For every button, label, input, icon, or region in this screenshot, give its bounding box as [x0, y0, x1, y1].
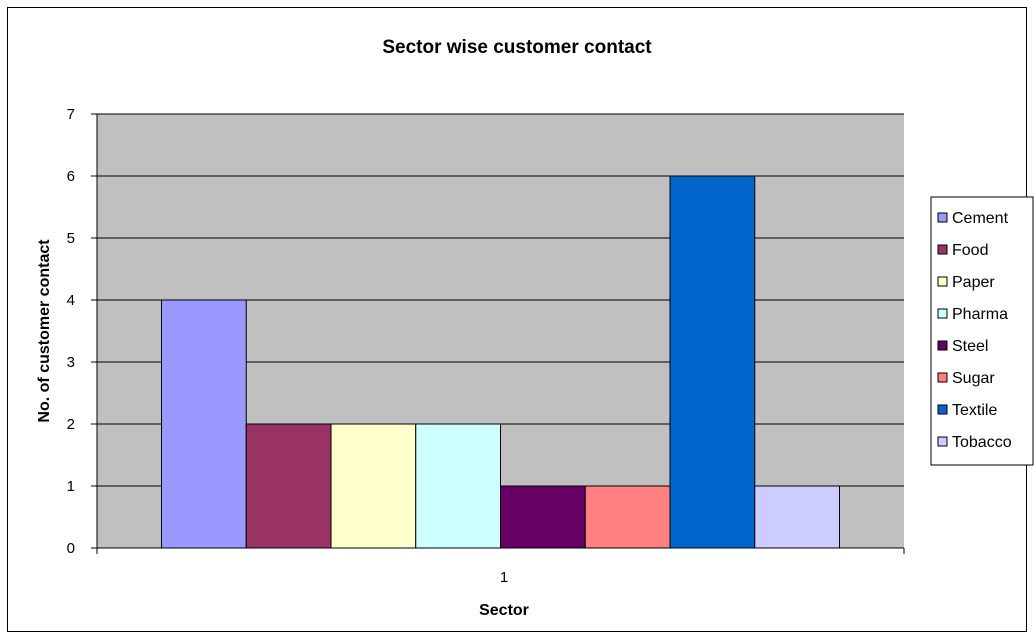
x-axis-label: Sector [479, 602, 529, 619]
x-tick-label: 1 [500, 569, 508, 586]
y-tick-label: 4 [67, 292, 75, 309]
y-tick-label: 0 [67, 540, 75, 557]
y-tick-label: 1 [67, 478, 75, 495]
legend-swatch-food [937, 244, 948, 255]
bar-cement [161, 299, 247, 549]
bar-pharma [415, 423, 501, 549]
bar-tobacco [754, 485, 840, 549]
legend-label-paper: Paper [952, 274, 995, 291]
legend-swatch-sugar [937, 372, 948, 383]
legend-label-steel: Steel [952, 338, 988, 355]
legend: Cement Food Paper Pharma Steel Sugar Textile To… [930, 196, 1034, 466]
y-tick-label: 6 [67, 168, 75, 185]
y-tick-label: 5 [67, 230, 75, 247]
bar-sugar [584, 485, 671, 549]
legend-swatch-tobacco [937, 436, 948, 447]
legend-swatch-pharma [937, 308, 948, 319]
legend-label-pharma: Pharma [952, 306, 1008, 323]
y-tick-label: 2 [67, 416, 75, 433]
legend-swatch-steel [937, 340, 948, 351]
legend-label-textile: Textile [952, 402, 997, 419]
bar-food [245, 423, 332, 549]
legend-swatch-textile [937, 404, 948, 415]
legend-swatch-cement [937, 212, 948, 223]
y-axis-label: No. of customer contact [36, 239, 53, 423]
y-axis-ticks: 0 1 2 3 4 5 6 7 [67, 106, 97, 557]
legend-label-sugar: Sugar [952, 370, 995, 387]
bar-steel [500, 485, 586, 549]
legend-label-tobacco: Tobacco [952, 434, 1012, 451]
legend-box [930, 196, 1034, 466]
bar-paper [330, 423, 417, 549]
chart-title: Sector wise customer contact [382, 37, 652, 58]
bar-textile [669, 175, 756, 549]
legend-label-cement: Cement [952, 210, 1009, 227]
legend-label-food: Food [952, 242, 988, 259]
y-tick-label: 7 [67, 106, 75, 123]
y-tick-label: 3 [67, 354, 75, 371]
legend-swatch-paper [937, 276, 948, 287]
